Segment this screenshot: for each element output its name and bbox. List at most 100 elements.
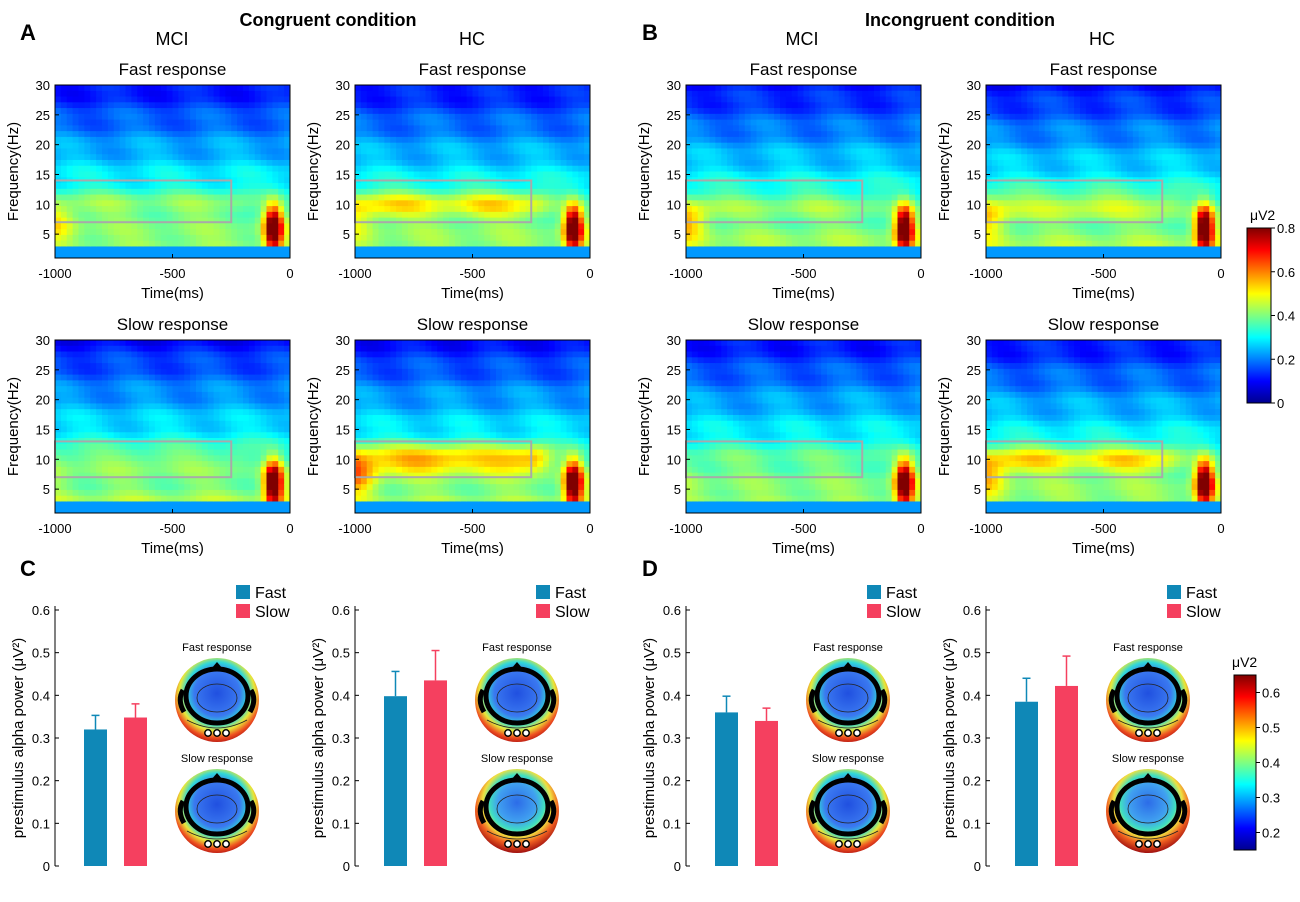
- heatmap-cell: [744, 252, 752, 259]
- heatmap-cell: [915, 113, 922, 120]
- heatmap-cell: [809, 96, 816, 103]
- heatmap-cell: [686, 223, 693, 230]
- heatmap-cell: [868, 131, 875, 138]
- heatmap-cell: [578, 223, 585, 230]
- heatmap-cell: [201, 194, 209, 201]
- heatmap-cell: [90, 240, 97, 247]
- heatmap-cell: [454, 142, 462, 149]
- heatmap-cell: [809, 154, 816, 161]
- heatmap-cell: [266, 252, 273, 259]
- heatmap-cell: [149, 131, 156, 138]
- heatmap-cell: [219, 142, 226, 149]
- heatmap-cell: [543, 223, 550, 230]
- heatmap-cell: [850, 194, 857, 201]
- y-tick-label: 15: [667, 167, 681, 182]
- heatmap-cell: [419, 131, 426, 138]
- heatmap-cell: [190, 102, 197, 109]
- heatmap-cell: [844, 217, 851, 224]
- heatmap-cell: [1050, 85, 1057, 92]
- heatmap-cell: [572, 148, 579, 155]
- heatmap-cell: [460, 171, 468, 178]
- heatmap-cell: [791, 240, 799, 247]
- heatmap-cell: [821, 200, 828, 207]
- heatmap-cell: [219, 119, 226, 126]
- heatmap-cell: [55, 246, 62, 253]
- heatmap-cell: [219, 252, 226, 259]
- heatmap-cell: [1056, 234, 1063, 242]
- heatmap-cell: [709, 200, 716, 207]
- heatmap-cell: [484, 229, 491, 236]
- heatmap-cell: [1050, 246, 1057, 253]
- heatmap-cell: [431, 96, 438, 103]
- heatmap-cell: [519, 154, 526, 161]
- heatmap-cell: [1132, 240, 1140, 247]
- heatmap-cell: [768, 136, 775, 144]
- heatmap-cell: [60, 90, 68, 97]
- heatmap-cell: [537, 125, 544, 132]
- heatmap-cell: [844, 240, 851, 247]
- heatmap-cell: [915, 136, 922, 144]
- heatmap-cell: [821, 188, 828, 195]
- heatmap-cell: [1021, 229, 1028, 236]
- heatmap-cell: [991, 217, 999, 224]
- heatmap-cell: [780, 229, 787, 236]
- heatmap-cell: [1162, 183, 1169, 190]
- heatmap-cell: [243, 136, 250, 144]
- heatmap-cell: [1068, 125, 1075, 132]
- heatmap-cell: [1215, 119, 1222, 126]
- heatmap-cell: [909, 90, 916, 97]
- heatmap-cell: [756, 113, 763, 120]
- heatmap-cell: [78, 194, 85, 201]
- heatmap-cell: [850, 142, 857, 149]
- heatmap-cell: [1115, 85, 1122, 92]
- heatmap-cell: [1062, 200, 1069, 207]
- heatmap-cell: [803, 148, 810, 155]
- heatmap-cell: [897, 252, 904, 259]
- heatmap-cell: [113, 142, 121, 149]
- heatmap-cell: [160, 217, 168, 224]
- heatmap-cell: [501, 113, 509, 120]
- heatmap-cell: [1203, 136, 1210, 144]
- heatmap-cell: [525, 159, 532, 167]
- heatmap-cell: [466, 148, 473, 155]
- heatmap-cell: [850, 188, 857, 195]
- heatmap-cell: [1074, 217, 1081, 224]
- heatmap-cell: [856, 183, 863, 190]
- heatmap-cell: [131, 188, 138, 195]
- heatmap-cell: [213, 113, 220, 120]
- heatmap-cell: [419, 102, 426, 109]
- heatmap-cell: [891, 183, 898, 190]
- heatmap-cell: [513, 211, 520, 219]
- heatmap-cell: [1085, 171, 1093, 178]
- heatmap-cell: [903, 148, 910, 155]
- heatmap-cell: [366, 217, 374, 224]
- heatmap-cell: [832, 119, 840, 126]
- heatmap-cell: [1174, 223, 1181, 230]
- heatmap-cell: [425, 125, 432, 132]
- heatmap-cell: [272, 211, 279, 219]
- heatmap-cell: [803, 183, 810, 190]
- heatmap-cell: [1174, 108, 1181, 115]
- heatmap-cell: [584, 142, 591, 149]
- heatmap-cell: [821, 154, 828, 161]
- heatmap-cell: [862, 148, 869, 155]
- heatmap-cell: [1138, 113, 1146, 120]
- heatmap-cell: [460, 148, 468, 155]
- heatmap-cell: [780, 234, 787, 242]
- heatmap-cell: [113, 223, 121, 230]
- heatmap-cell: [390, 113, 397, 120]
- heatmap-cell: [484, 183, 491, 190]
- heatmap-cell: [744, 102, 752, 109]
- heatmap-cell: [119, 223, 126, 230]
- heatmap-cell: [727, 183, 734, 190]
- heatmap-cell: [1179, 108, 1187, 115]
- heatmap-cell: [196, 136, 203, 144]
- heatmap-cell: [113, 229, 121, 236]
- heatmap-cell: [744, 194, 752, 201]
- heatmap-cell: [1203, 85, 1210, 92]
- heatmap-cell: [1121, 229, 1128, 236]
- heatmap-cell: [190, 229, 197, 236]
- heatmap-cell: [172, 183, 179, 190]
- heatmap-cell: [686, 90, 693, 97]
- heatmap-cell: [572, 206, 579, 213]
